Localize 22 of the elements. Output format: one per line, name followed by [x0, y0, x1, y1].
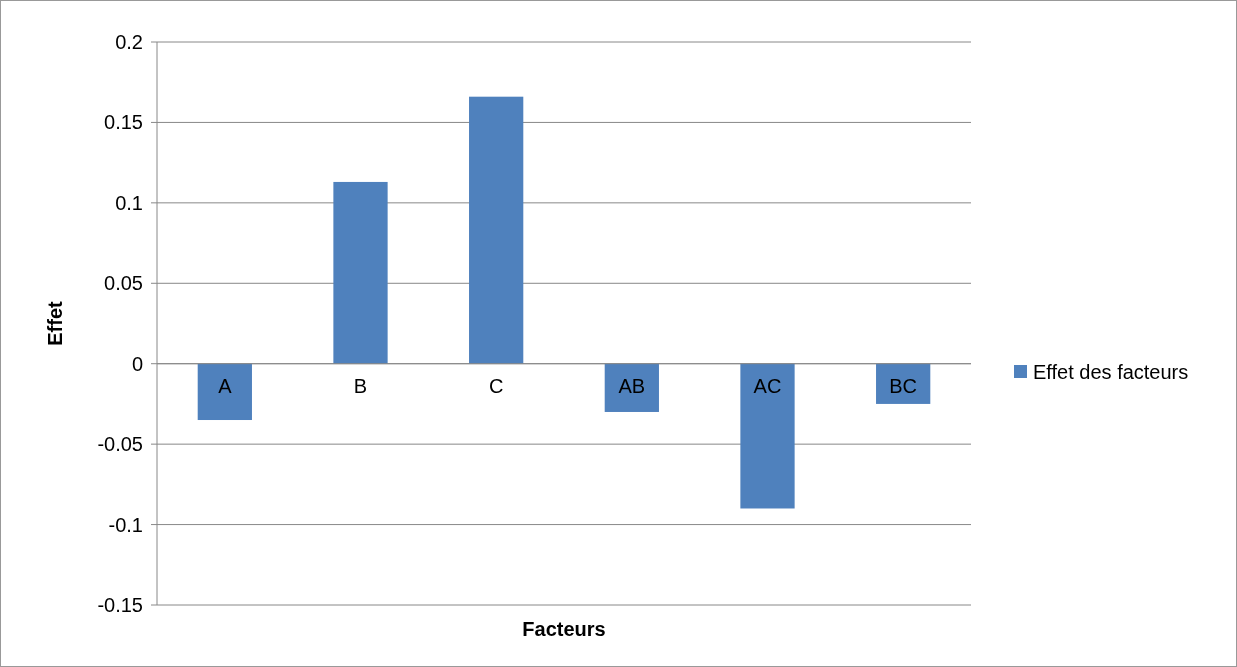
- y-axis-title: Effet: [44, 300, 66, 346]
- bar: [469, 96, 524, 364]
- x-tick-label: A: [218, 374, 233, 397]
- y-tick-label: 0.15: [104, 111, 143, 134]
- y-tick-label: -0.05: [97, 433, 143, 456]
- bar: [197, 363, 252, 421]
- x-tick-label: BC: [889, 374, 918, 397]
- x-tick-label: AB: [618, 374, 646, 397]
- y-tick-label: 0.1: [115, 191, 143, 214]
- y-tick-label: -0.15: [97, 594, 143, 616]
- legend-label: Effet des facteurs: [1033, 361, 1189, 383]
- x-tick-label: AC: [753, 374, 782, 397]
- bar: [740, 363, 795, 509]
- x-tick-label: B: [353, 374, 368, 397]
- bar: [604, 363, 659, 412]
- x-tick-label: C: [488, 374, 504, 397]
- y-tick-label: -0.1: [108, 513, 143, 536]
- bar: [333, 181, 388, 364]
- y-tick-label: 0.05: [104, 272, 143, 295]
- y-tick-label: 0.2: [115, 31, 143, 53]
- x-axis-title: Facteurs: [522, 618, 606, 640]
- y-tick-label: 0: [131, 352, 143, 375]
